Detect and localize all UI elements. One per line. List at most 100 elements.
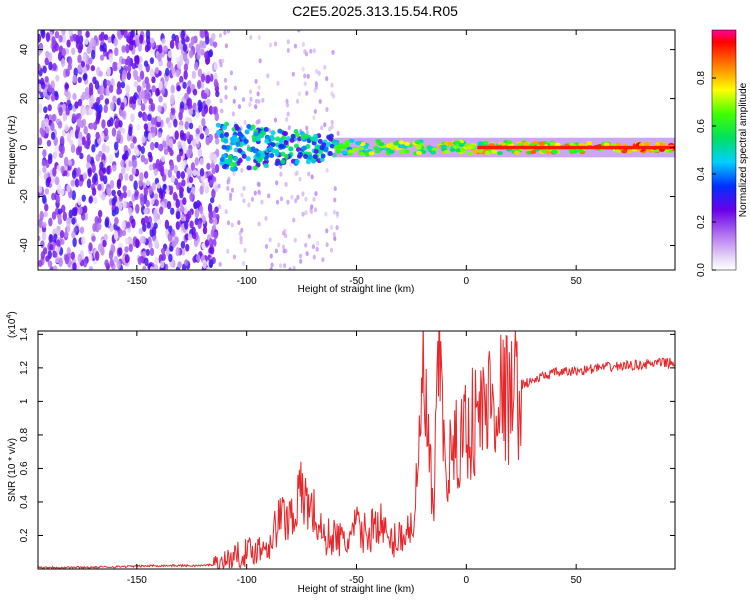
heatmap-cell	[179, 101, 185, 110]
heatmap-cell	[324, 211, 328, 217]
heatmap-cell	[79, 152, 84, 160]
heatmap-cell	[301, 211, 305, 217]
heatmap-cell	[243, 119, 247, 125]
heatmap-cell	[315, 68, 319, 74]
heatmap-cell	[122, 185, 127, 193]
heatmap-cell	[285, 117, 289, 123]
heatmap-cell	[206, 162, 211, 170]
heatmap-cell	[44, 188, 50, 195]
heatmap-cell	[145, 199, 150, 208]
heatmap-cell	[90, 37, 95, 47]
heatmap-cell	[477, 141, 484, 146]
heatmap-cell	[246, 146, 252, 152]
heatmap-cell	[99, 85, 105, 95]
heatmap-cell	[484, 150, 491, 155]
heatmap-cell	[325, 228, 329, 234]
heatmap-cell	[466, 145, 473, 150]
heatmap-cell	[67, 159, 73, 167]
heatmap-cell	[102, 78, 108, 89]
heatmap-cell	[191, 231, 197, 240]
heatmap-cell	[198, 205, 204, 215]
heatmap-cell	[92, 76, 97, 85]
heatmap-cell	[197, 68, 203, 78]
heatmap-cell	[303, 73, 307, 79]
snr-y-ticks: 0.2 0.4 0.6 0.8 1 1.2 1.4	[19, 327, 675, 542]
heatmap-cell	[279, 171, 283, 177]
heatmap-cell	[135, 203, 140, 214]
heatmap-cell	[176, 61, 182, 70]
heatmap-cell	[247, 202, 251, 208]
heatmap-cell	[38, 169, 42, 177]
heatmap-cell	[328, 126, 332, 132]
heatmap-cell	[307, 171, 311, 177]
heatmap-cell	[91, 163, 96, 174]
heatmap-cell	[71, 230, 76, 239]
heatmap-cell	[239, 239, 243, 245]
heatmap-cell	[267, 193, 271, 199]
heatmap-cell	[153, 193, 158, 200]
heatmap-cell	[332, 231, 336, 237]
heatmap-cell	[160, 247, 166, 255]
heatmap-cell	[82, 205, 88, 214]
heatmap-cell	[168, 253, 173, 263]
heatmap-cell	[97, 222, 102, 231]
heatmap-cell	[45, 255, 50, 262]
heatmap-cell	[225, 159, 231, 165]
heatmap-cell	[215, 137, 220, 145]
heatmap-cell	[128, 126, 133, 137]
heatmap-cell	[128, 42, 134, 51]
heatmap-cell	[257, 118, 261, 124]
heatmap-cell	[61, 30, 66, 36]
snr-scale-base: (x10	[7, 318, 18, 338]
heatmap-cell	[43, 211, 48, 218]
heatmap-cell	[304, 242, 308, 248]
heatmap-cell	[283, 228, 287, 234]
x-tick-label: -50	[349, 575, 364, 586]
heatmap-cell	[357, 146, 364, 151]
heatmap-cell	[170, 175, 176, 184]
heatmap-cell	[210, 197, 215, 204]
spectrogram-x-ticks: -150 -100 -50 0 50	[127, 30, 582, 287]
heatmap-cell	[196, 80, 202, 90]
heatmap-cell	[199, 167, 205, 177]
heatmap-cell	[274, 136, 280, 142]
heatmap-cell	[179, 130, 185, 139]
heatmap-cell	[50, 131, 56, 140]
heatmap-cell	[77, 253, 82, 263]
heatmap-cell	[124, 173, 129, 182]
snr-y-label: SNR (10 * v/v)	[7, 438, 18, 502]
heatmap-cell	[415, 150, 422, 155]
snr-x-label: Height of straight line (km)	[298, 584, 415, 595]
heatmap-cell	[314, 191, 318, 197]
heatmap-cell	[71, 217, 76, 225]
heatmap-cell	[253, 190, 257, 196]
heatmap-cell	[304, 196, 308, 202]
heatmap-cell	[151, 182, 156, 191]
heatmap-cell	[385, 143, 392, 148]
colorbar-tick-label: 0.0	[696, 263, 707, 277]
heatmap-cell	[84, 91, 90, 100]
heatmap-cell	[121, 58, 126, 65]
heatmap-cell	[140, 103, 146, 112]
heatmap-cell	[79, 174, 84, 182]
heatmap-cell	[58, 106, 63, 116]
heatmap-cell	[226, 30, 231, 34]
heatmap-cell	[554, 142, 561, 147]
heatmap-cell	[241, 153, 247, 159]
heatmap-cell	[52, 265, 58, 270]
heatmap-cell	[181, 38, 186, 45]
heatmap-cell	[299, 258, 303, 264]
heatmap-cell	[125, 43, 130, 54]
heatmap-cell	[44, 203, 49, 212]
heatmap-cell	[138, 228, 144, 235]
spectrogram-panel: -150 -100 -50 0 50 -40 -20 0 20 40 Height of str…	[7, 29, 676, 295]
heatmap-cell	[231, 111, 235, 117]
heatmap-cell	[129, 174, 134, 182]
heatmap-cell	[167, 50, 173, 59]
heatmap-cell	[199, 185, 204, 195]
heatmap-cell	[330, 91, 334, 97]
heatmap-cell	[41, 30, 46, 39]
heatmap-cell	[277, 242, 281, 248]
heatmap-cell	[160, 155, 166, 163]
heatmap-cell	[104, 219, 110, 228]
